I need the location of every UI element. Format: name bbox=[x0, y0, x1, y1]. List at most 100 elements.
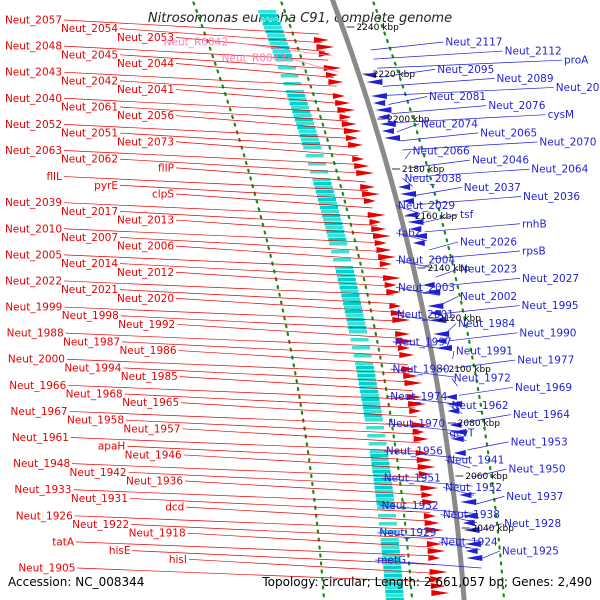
gene-label: Neut_2012 bbox=[117, 267, 174, 279]
leader-line bbox=[449, 405, 463, 414]
leader-line bbox=[128, 471, 427, 487]
forward-gene-arrow bbox=[408, 401, 427, 407]
leader-line bbox=[435, 268, 459, 278]
cog-ribbon-block bbox=[364, 418, 383, 422]
leader-line bbox=[72, 463, 426, 478]
genome-summary-text: Topology: circular; Length: 2,661,057 bp… bbox=[261, 575, 592, 589]
leader-line bbox=[63, 176, 369, 191]
forward-gene-arrow bbox=[416, 457, 432, 463]
leader-line bbox=[410, 168, 530, 178]
cog-ribbon-block bbox=[358, 382, 377, 386]
cog-ribbon-block bbox=[347, 322, 366, 326]
gene-label: Neut_2039 bbox=[5, 197, 62, 209]
gene-label: Neut_1958 bbox=[67, 415, 124, 427]
gene-label: Neut_2004 bbox=[398, 255, 455, 267]
gene-label: Neut_2013 bbox=[117, 215, 174, 227]
cog-ribbon-block bbox=[291, 106, 310, 110]
cog-ribbon-block bbox=[375, 490, 394, 494]
gene-label: Neut_1961 bbox=[12, 432, 69, 444]
forward-gene-arrow bbox=[390, 310, 406, 316]
cog-ribbon-block bbox=[355, 362, 374, 366]
gene-label: Neut_1991 bbox=[456, 345, 513, 357]
gene-label: Neut_2048 bbox=[5, 41, 62, 53]
cog-ribbon-block bbox=[384, 582, 403, 586]
leader-line bbox=[175, 271, 392, 287]
cog-ribbon-block bbox=[381, 546, 400, 550]
forward-gene-arrow bbox=[412, 429, 425, 435]
leader-line bbox=[449, 332, 518, 342]
reverse-gene-arrow bbox=[364, 72, 377, 78]
gene-label: Neut_2066 bbox=[413, 146, 470, 158]
leader-line bbox=[388, 96, 428, 105]
cog-ribbon-block bbox=[378, 522, 397, 526]
forward-gene-arrow bbox=[323, 65, 342, 71]
reverse-gene-arrow bbox=[451, 436, 464, 442]
leader-line bbox=[129, 498, 430, 513]
leader-line bbox=[437, 277, 521, 287]
leader-line bbox=[63, 71, 337, 87]
leader-line bbox=[379, 68, 436, 78]
leader-line bbox=[440, 514, 478, 523]
leader-line bbox=[396, 123, 419, 133]
gene-label: Neut_1953 bbox=[511, 436, 568, 448]
gene-label: Neut_1984 bbox=[458, 318, 515, 330]
gene-label: Neut_2117 bbox=[445, 37, 502, 49]
leader-line bbox=[70, 437, 423, 452]
cog-ribbon-block bbox=[280, 74, 299, 78]
cog-ribbon-block bbox=[369, 450, 388, 454]
gene-label: Neut_2089 bbox=[496, 73, 553, 85]
forward-gene-arrow bbox=[379, 261, 392, 267]
forward-gene-arrow bbox=[423, 513, 436, 519]
forward-gene-arrow bbox=[378, 254, 397, 260]
cog-ribbon-block bbox=[353, 354, 372, 358]
cog-ribbon-block bbox=[360, 390, 379, 394]
leader-line bbox=[452, 350, 455, 360]
gene-label: Neut_2017 bbox=[61, 206, 118, 218]
forward-gene-arrow bbox=[430, 583, 446, 589]
gene-label: Neut_2061 bbox=[61, 101, 118, 113]
cog-ribbon-block bbox=[275, 58, 294, 62]
leader-line bbox=[120, 315, 401, 331]
leader-line bbox=[431, 250, 521, 260]
cog-ribbon-block bbox=[381, 542, 399, 546]
gene-label: Neut_2021 bbox=[61, 284, 118, 296]
gene-label: Neut_1925 bbox=[502, 545, 559, 557]
forward-gene-arrow bbox=[401, 366, 414, 372]
forward-gene-arrow bbox=[404, 380, 423, 386]
gene-label: Neut_2084 bbox=[556, 82, 600, 94]
gene-label: Neut_1965 bbox=[122, 397, 179, 409]
gene-label: Neut_2073 bbox=[117, 136, 174, 148]
reverse-gene-arrow bbox=[411, 233, 428, 239]
leader-line bbox=[471, 468, 507, 478]
gene-label: Neut_2046 bbox=[472, 155, 529, 167]
leader-line bbox=[124, 393, 416, 409]
cog-ribbon-block bbox=[384, 574, 402, 578]
cog-ribbon-block bbox=[308, 162, 326, 166]
leader-line bbox=[63, 19, 320, 35]
reverse-gene-arrow bbox=[428, 310, 441, 316]
gene-label: Neut_1956 bbox=[386, 445, 443, 457]
cog-ribbon-block bbox=[319, 202, 337, 206]
forward-gene-arrow bbox=[397, 345, 410, 351]
leader-line bbox=[181, 402, 417, 418]
leader-line bbox=[63, 124, 354, 139]
cog-ribbon-block bbox=[302, 142, 321, 146]
reverse-gene-arrow bbox=[398, 184, 411, 190]
cog-ribbon-block bbox=[320, 206, 339, 210]
forward-gene-arrow bbox=[386, 289, 402, 295]
cog-ribbon-block bbox=[267, 34, 285, 38]
leader-line bbox=[63, 280, 394, 296]
leader-line bbox=[188, 558, 437, 574]
cog-ribbon-block bbox=[336, 274, 355, 278]
forward-gene-arrow bbox=[406, 394, 422, 400]
gene-label: apaH bbox=[98, 441, 125, 453]
cog-ribbon-block bbox=[297, 126, 316, 130]
leader-line bbox=[429, 241, 459, 251]
cog-ribbon-block bbox=[273, 54, 292, 58]
gene-label: proA bbox=[564, 55, 589, 67]
cog-ribbon-block bbox=[337, 278, 356, 282]
leader-line bbox=[467, 441, 509, 451]
leader-line bbox=[381, 477, 473, 487]
leader-line bbox=[424, 223, 521, 233]
forward-gene-arrow bbox=[318, 51, 331, 57]
